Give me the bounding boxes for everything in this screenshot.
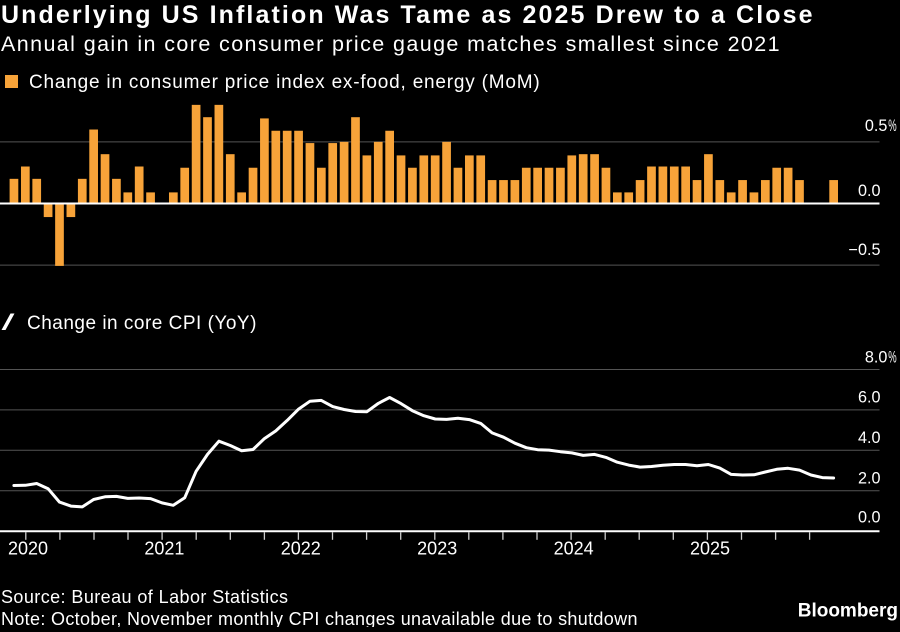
svg-text:2024: 2024 — [554, 539, 594, 559]
svg-text:%: % — [888, 117, 896, 135]
svg-text:2020: 2020 — [8, 539, 48, 559]
svg-text:Note: October, November monthl: Note: October, November monthly CPI chan… — [1, 609, 638, 627]
svg-text:2021: 2021 — [144, 539, 184, 559]
svg-text:Change in core CPI (YoY): Change in core CPI (YoY) — [27, 313, 257, 334]
svg-text:Underlying US Inflation Was Ta: Underlying US Inflation Was Tame as 2025… — [1, 1, 815, 29]
svg-text:Change in consumer price index: Change in consumer price index ex-food, … — [29, 72, 541, 93]
svg-text:Source: Bureau of Labor Statis: Source: Bureau of Labor Statistics — [1, 587, 288, 607]
svg-text:2.0: 2.0 — [858, 469, 881, 487]
svg-text:2025: 2025 — [690, 539, 730, 559]
svg-text:Annual gain in core consumer p: Annual gain in core consumer price gauge… — [1, 32, 781, 56]
svg-text:2023: 2023 — [417, 539, 457, 559]
svg-text:4.0: 4.0 — [858, 429, 881, 447]
svg-text:0.5: 0.5 — [865, 117, 888, 135]
svg-text:0.0: 0.0 — [858, 182, 881, 200]
svg-text:−0.5: −0.5 — [849, 241, 881, 259]
svg-text:Bloomberg: Bloomberg — [798, 601, 898, 622]
svg-text:8.0: 8.0 — [865, 348, 888, 366]
svg-text:0.0: 0.0 — [858, 509, 881, 527]
svg-text:2022: 2022 — [281, 539, 321, 559]
svg-text:%: % — [888, 348, 896, 366]
svg-text:6.0: 6.0 — [858, 389, 881, 407]
